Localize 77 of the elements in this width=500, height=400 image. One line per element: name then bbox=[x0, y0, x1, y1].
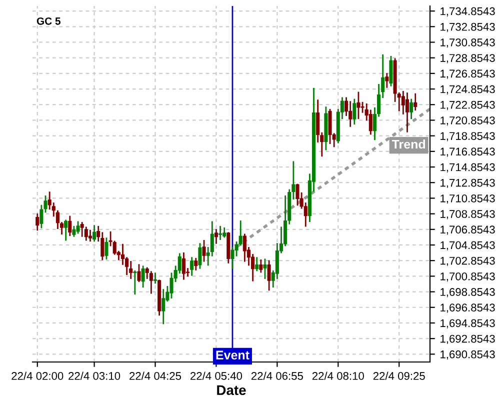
candlestick bbox=[267, 260, 271, 292]
ref-line-label: Event bbox=[216, 350, 250, 360]
y-tick-label: 1,718.8543 bbox=[440, 132, 495, 142]
y-tick-label: 1,708.8543 bbox=[440, 210, 495, 220]
candlestick bbox=[259, 258, 263, 274]
y-tick-label: 1,706.8543 bbox=[440, 226, 495, 235]
candlestick bbox=[296, 183, 300, 206]
candlestick bbox=[104, 236, 108, 260]
candlestick bbox=[348, 100, 352, 128]
candlestick bbox=[352, 98, 356, 126]
candlestick bbox=[64, 218, 68, 242]
y-tick-label: 1,728.8543 bbox=[440, 54, 495, 64]
candlestick bbox=[198, 242, 202, 270]
candlestick bbox=[84, 226, 88, 242]
candlestick bbox=[405, 92, 410, 134]
candlestick bbox=[80, 221, 84, 238]
candlestick bbox=[202, 239, 206, 262]
candlestick bbox=[141, 264, 145, 288]
y-tick-label: 1,730.8543 bbox=[440, 38, 495, 48]
x-tick-label: 22/4 09:25 bbox=[373, 372, 425, 380]
x-tick-label: 22/4 02:00 bbox=[12, 372, 64, 380]
candlestick bbox=[40, 204, 44, 229]
x-tick-label: 22/4 03:10 bbox=[68, 372, 120, 380]
y-tick-label: 1,732.8543 bbox=[440, 22, 495, 32]
x-tick-label: 22/4 06:55 bbox=[251, 372, 303, 380]
candlestick bbox=[153, 272, 158, 284]
series-label: Trend bbox=[392, 139, 426, 149]
candlestick bbox=[389, 55, 393, 88]
candlestick bbox=[88, 229, 92, 242]
candlestick bbox=[356, 91, 360, 120]
x-tick-label: 22/4 08:10 bbox=[312, 372, 364, 380]
y-tick-label: 1,720.8543 bbox=[440, 116, 495, 126]
candlestick bbox=[238, 220, 242, 246]
candlestick bbox=[263, 258, 267, 280]
candlestick bbox=[129, 260, 133, 280]
candlestick bbox=[162, 288, 166, 325]
candlestick bbox=[68, 215, 72, 237]
candlestick bbox=[410, 98, 414, 120]
x-tick-label: 22/4 04:25 bbox=[130, 372, 182, 380]
y-tick-label: 1,712.8543 bbox=[440, 178, 495, 188]
candlestick bbox=[385, 72, 389, 89]
x-tick-label: 22/4 05:40 bbox=[190, 372, 242, 380]
candlestick bbox=[222, 226, 226, 238]
y-tick-label: 1,714.8543 bbox=[440, 163, 495, 172]
candlestick bbox=[182, 252, 186, 280]
candlestick bbox=[149, 270, 153, 294]
y-tick-label: 1,694.8543 bbox=[440, 319, 495, 328]
y-tick-label: 1,726.8543 bbox=[440, 70, 495, 79]
y-tick-label: 1,722.8543 bbox=[440, 100, 495, 110]
y-tick-label: 1,702.8543 bbox=[440, 256, 495, 266]
y-tick-label: 1,704.8543 bbox=[440, 241, 495, 250]
candlestick bbox=[255, 256, 259, 272]
candlestick bbox=[76, 220, 80, 234]
candlestick bbox=[218, 225, 222, 241]
x-axis-title: Date bbox=[217, 385, 246, 396]
candlestick bbox=[137, 263, 141, 283]
candlestick bbox=[194, 257, 198, 272]
candlestick bbox=[190, 256, 194, 277]
candlestick bbox=[328, 108, 332, 145]
y-tick-label: 1,700.8543 bbox=[440, 272, 495, 282]
y-tick-label: 1,690.8543 bbox=[440, 350, 495, 360]
y-tick-label: 1,716.8543 bbox=[440, 148, 495, 157]
text: GC 5 bbox=[36, 17, 60, 25]
y-tick-label: 1,710.8543 bbox=[440, 194, 495, 204]
candlestick bbox=[92, 224, 96, 242]
y-tick-label: 1,698.8543 bbox=[440, 288, 495, 298]
y-tick-label: 1,696.8543 bbox=[440, 304, 495, 313]
candlestick bbox=[72, 225, 76, 238]
candlestick bbox=[230, 246, 234, 270]
candlestick bbox=[36, 212, 40, 232]
candlestick bbox=[242, 233, 246, 262]
y-tick-label: 1,692.8543 bbox=[440, 334, 495, 344]
y-tick-label: 1,734.8543 bbox=[440, 7, 495, 16]
candlestick bbox=[214, 228, 218, 245]
y-tick-label: 1,724.8543 bbox=[440, 85, 495, 94]
candlestick bbox=[414, 92, 418, 112]
candlestick bbox=[133, 270, 137, 296]
